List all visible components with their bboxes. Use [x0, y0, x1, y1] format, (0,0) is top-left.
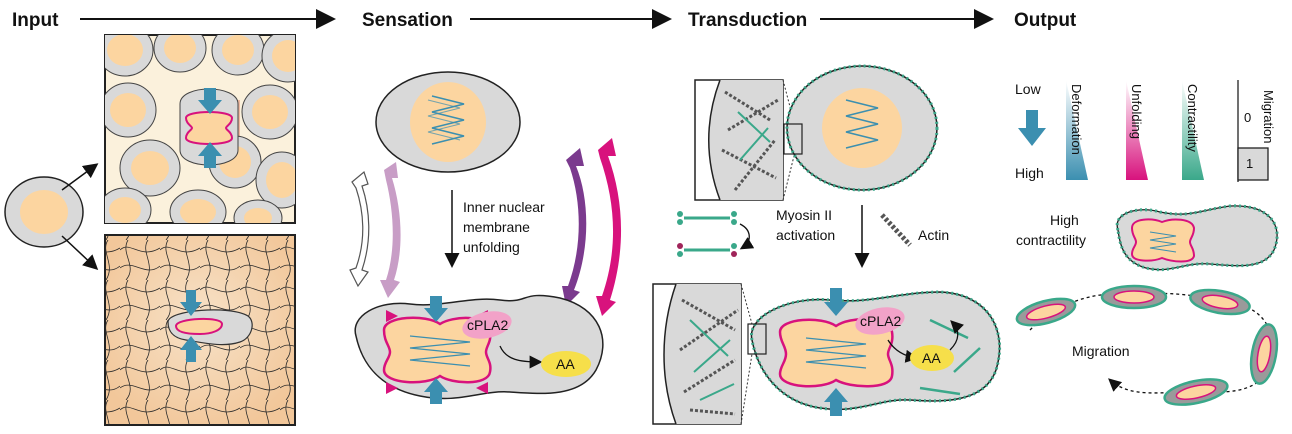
- legend-arrow-down: [1018, 110, 1046, 146]
- label-myosin: Myosin II: [776, 207, 832, 223]
- legend-unfolding: Unfolding: [1129, 84, 1144, 139]
- label-inner-nuclear: Inner nuclear: [463, 199, 545, 215]
- deformation-wedge: [1066, 80, 1088, 180]
- label-unfolding: unfolding: [463, 239, 520, 255]
- migration-one: 1: [1246, 156, 1253, 171]
- myosin-glyphs: [677, 211, 755, 257]
- sensation-cell-top: [375, 71, 521, 173]
- legend-low: Low: [1015, 81, 1042, 97]
- legend-migration: Migration: [1261, 90, 1276, 143]
- unfolding-wedge: [1126, 80, 1148, 180]
- label-activation: activation: [776, 227, 835, 243]
- arrow-to-tissue: [61, 163, 99, 191]
- transduction-aa: AA: [922, 350, 941, 366]
- transduction-cell-bottom: cPLA2 AA: [747, 288, 1001, 416]
- label-contractility: contractility: [1016, 232, 1086, 248]
- double-arrow-magenta: [596, 138, 622, 316]
- legend-high: High: [1015, 165, 1044, 181]
- input-panel: [4, 34, 296, 426]
- contractility-wedge: [1182, 80, 1204, 180]
- double-arrow-light-purple: [380, 162, 401, 298]
- transduction-cell-top: [783, 64, 939, 192]
- label-actin: Actin: [918, 227, 949, 243]
- header-output: Output: [1014, 10, 1077, 31]
- sensation-cpla2: cPLA2: [467, 317, 508, 333]
- migration-scale: 0 1 Migration: [1237, 80, 1276, 182]
- migrating-cells: [1015, 284, 1279, 406]
- label-migration: Migration: [1072, 343, 1130, 359]
- actin-glyph: [880, 213, 912, 247]
- output-panel: Low High Deformation Unfolding Contracti…: [1015, 80, 1279, 406]
- single-cell: [4, 176, 84, 248]
- legend-deformation: Deformation: [1069, 84, 1084, 155]
- sensation-cell-bottom: cPLA2 AA: [354, 294, 604, 404]
- high-contractility-cell: [1115, 204, 1279, 272]
- compression-arrow-blue: [198, 88, 222, 168]
- actin-zoom-top: [694, 79, 784, 201]
- header-transduction: Transduction: [688, 10, 807, 31]
- migration-zero: 0: [1244, 110, 1251, 125]
- legend-contractility: Contractility: [1185, 84, 1200, 152]
- transduction-cpla2: cPLA2: [860, 313, 901, 329]
- double-arrow-purple: [562, 148, 587, 306]
- sensation-panel: Inner nuclear membrane unfolding: [349, 71, 622, 404]
- double-arrow-outline: [349, 170, 370, 288]
- header-input: Input: [12, 10, 59, 31]
- stage-headers: Input Sensation Transduction Output: [12, 9, 1077, 31]
- label-membrane: membrane: [463, 219, 530, 235]
- label-high: High: [1050, 212, 1079, 228]
- transduction-panel: Myosin II activation Actin: [652, 64, 1001, 425]
- crowded-tissue-box: [104, 34, 296, 224]
- actin-zoom-bottom: [652, 283, 742, 425]
- sensation-aa: AA: [556, 356, 575, 372]
- header-sensation: Sensation: [362, 10, 453, 31]
- arrow-to-matrix: [61, 235, 99, 271]
- fibrous-matrix-box: [104, 234, 296, 426]
